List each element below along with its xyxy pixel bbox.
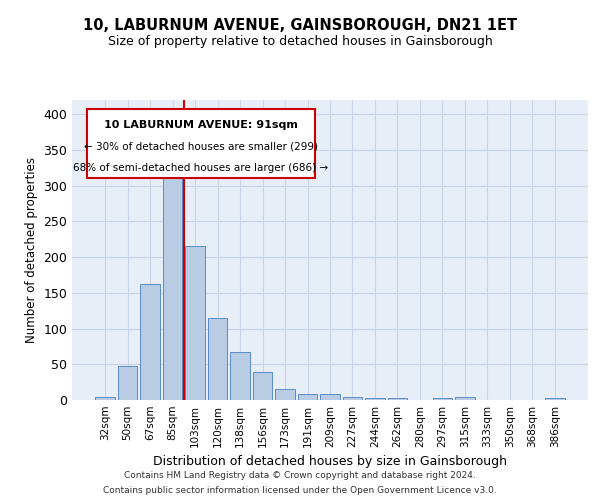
Bar: [320, 394, 340, 400]
Bar: [275, 388, 295, 400]
Bar: [253, 372, 272, 400]
Bar: [388, 398, 407, 400]
Bar: [298, 394, 317, 400]
X-axis label: Distribution of detached houses by size in Gainsborough: Distribution of detached houses by size …: [153, 456, 507, 468]
Bar: [433, 398, 452, 400]
Text: 10, LABURNUM AVENUE, GAINSBOROUGH, DN21 1ET: 10, LABURNUM AVENUE, GAINSBOROUGH, DN21 …: [83, 18, 517, 32]
Bar: [95, 397, 115, 400]
Text: ← 30% of detached houses are smaller (299): ← 30% of detached houses are smaller (29…: [84, 141, 318, 151]
Bar: [185, 246, 205, 400]
Bar: [343, 397, 362, 400]
FancyBboxPatch shape: [88, 109, 314, 178]
Text: Size of property relative to detached houses in Gainsborough: Size of property relative to detached ho…: [107, 35, 493, 48]
Bar: [140, 284, 160, 400]
Bar: [365, 398, 385, 400]
Text: Contains public sector information licensed under the Open Government Licence v3: Contains public sector information licen…: [103, 486, 497, 495]
Bar: [208, 318, 227, 400]
Bar: [455, 397, 475, 400]
Text: 68% of semi-detached houses are larger (686) →: 68% of semi-detached houses are larger (…: [73, 162, 329, 172]
Y-axis label: Number of detached properties: Number of detached properties: [25, 157, 38, 343]
Text: Contains HM Land Registry data © Crown copyright and database right 2024.: Contains HM Land Registry data © Crown c…: [124, 471, 476, 480]
Bar: [230, 352, 250, 400]
Bar: [118, 366, 137, 400]
Bar: [545, 398, 565, 400]
Bar: [163, 176, 182, 400]
Text: 10 LABURNUM AVENUE: 91sqm: 10 LABURNUM AVENUE: 91sqm: [104, 120, 298, 130]
